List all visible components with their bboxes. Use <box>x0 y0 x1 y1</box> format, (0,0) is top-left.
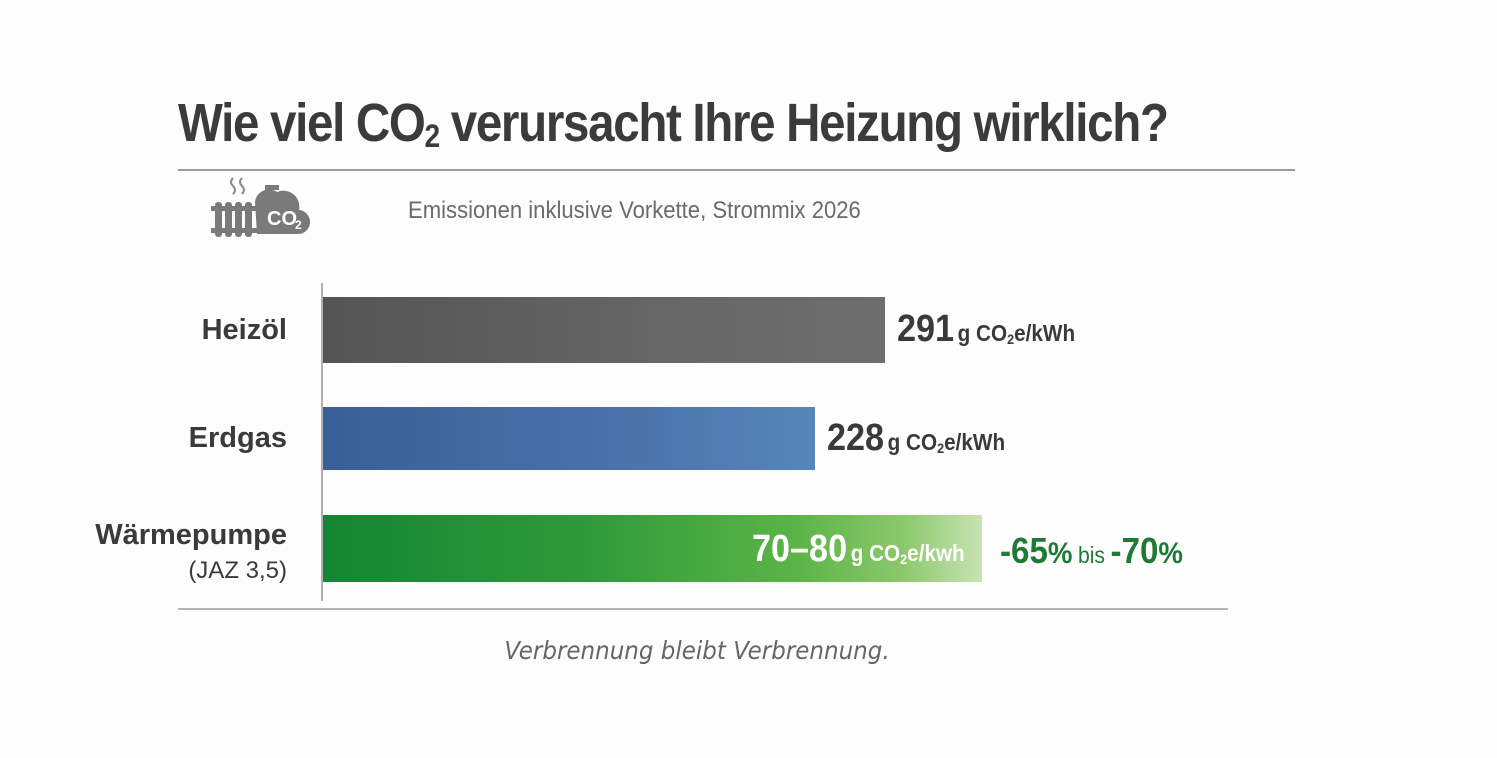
reduction-annotation: -65% bis -70% <box>1000 529 1183 577</box>
value-number: 291 <box>897 308 955 350</box>
percent-sign: % <box>1047 537 1073 570</box>
unit-subscript: 2 <box>900 551 908 567</box>
unit-text: g CO <box>957 320 1008 346</box>
value-unit: g CO2e/kWh <box>957 320 1076 347</box>
title-divider <box>178 169 1295 171</box>
title-subscript: 2 <box>424 118 440 154</box>
chart-caption: Verbrennung bleibt Verbrennung. <box>504 636 890 665</box>
title-text-post: verursacht Ihre Heizung wirklich? <box>438 93 1169 153</box>
unit-text: g CO <box>887 429 938 455</box>
category-label-heizoel: Heizöl <box>202 313 287 347</box>
value-unit: g CO2e/kwh <box>850 540 965 567</box>
category-label-text: Wärmepumpe <box>95 519 287 551</box>
svg-text:2: 2 <box>295 218 302 232</box>
unit-subscript: 2 <box>937 440 945 456</box>
unit-text: g CO <box>850 540 901 566</box>
category-label-waermepumpe: Wärmepumpe (JAZ 3,5) <box>95 518 287 588</box>
category-label-text: Erdgas <box>188 422 287 454</box>
reduction-from: -65 <box>1000 530 1048 571</box>
bar-heizoel <box>323 297 885 363</box>
unit-text: e/kWh <box>944 429 1006 455</box>
value-unit: g CO2e/kWh <box>887 429 1006 456</box>
category-label-erdgas: Erdgas <box>189 421 287 455</box>
radiator-co2-cloud-icon: CO 2 <box>205 172 311 242</box>
value-number: 228 <box>827 417 885 459</box>
svg-text:CO: CO <box>267 208 297 230</box>
value-number: 70–80 <box>752 528 848 570</box>
value-label-erdgas: 228 g CO2e/kWh <box>827 416 1005 470</box>
category-label-text: Heizöl <box>201 314 287 346</box>
x-axis-baseline <box>178 608 1228 610</box>
reduction-bis: bis <box>1077 542 1105 568</box>
value-label-heizoel: 291 g CO2e/kWh <box>897 307 1075 361</box>
unit-text: e/kwh <box>907 540 965 566</box>
chart-subtitle: Emissionen inklusive Vorkette, Strommix … <box>408 197 861 224</box>
category-sublabel: (JAZ 3,5) <box>188 557 287 584</box>
bar-erdgas <box>323 407 815 470</box>
value-label-waermepumpe: 70–80 g CO2e/kwh <box>752 527 965 581</box>
unit-subscript: 2 <box>1007 331 1015 347</box>
reduction-to: -70 <box>1110 530 1159 571</box>
page-title: Wie viel CO2 verursacht Ihre Heizung wir… <box>178 88 1169 171</box>
unit-text: e/kWh <box>1014 320 1076 346</box>
percent-sign: % <box>1158 537 1183 570</box>
title-text-pre: Wie viel CO <box>178 93 426 153</box>
y-axis-line <box>321 283 323 601</box>
bar-waermepumpe <box>323 515 982 582</box>
